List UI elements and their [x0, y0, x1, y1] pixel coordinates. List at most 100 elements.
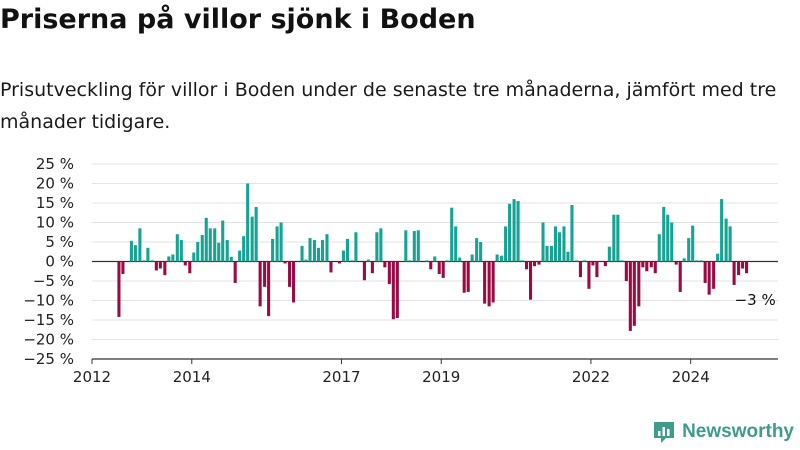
bar: [312, 240, 317, 262]
bar: [732, 261, 736, 285]
gridlines: [92, 163, 778, 340]
x-axis: 2012 2014 2017 2019 2022 2024: [73, 358, 778, 385]
bar: [670, 222, 674, 262]
y-tick-label: 0 %: [45, 253, 74, 271]
bar: [391, 261, 395, 320]
bar: [557, 232, 562, 262]
bar: [566, 251, 570, 262]
chart-title: Priserna på villor sjönk i Boden: [0, 4, 476, 35]
bar: [354, 232, 358, 262]
bar: [221, 220, 225, 262]
bar: [591, 261, 595, 266]
bar: [707, 261, 711, 295]
bar: [691, 225, 695, 262]
y-tick-label: −25 %: [23, 350, 74, 368]
y-tick-label: 10 %: [36, 214, 74, 232]
bar: [370, 261, 374, 274]
bar: [487, 261, 491, 307]
bar: [607, 246, 611, 262]
bar: [483, 261, 487, 304]
y-tick-label: 20 %: [36, 175, 74, 193]
bar: [450, 207, 454, 262]
bar: [341, 250, 345, 262]
bar: [250, 216, 254, 262]
bar: [532, 261, 537, 267]
bar: [682, 258, 686, 262]
bar: [724, 218, 728, 262]
bar: [350, 260, 354, 262]
bar: [229, 256, 233, 262]
bar: [720, 199, 724, 262]
bar: [217, 242, 221, 262]
bar: [308, 238, 312, 262]
bar: [545, 245, 549, 262]
bar: [246, 183, 250, 262]
x-tick-label: 2022: [572, 368, 610, 385]
bar: [200, 234, 204, 262]
bar: [441, 261, 445, 278]
bar: [337, 261, 341, 264]
y-tick-label: 5 %: [45, 233, 74, 251]
y-tick-label: −20 %: [23, 331, 74, 349]
bar: [512, 199, 516, 262]
bar: [491, 261, 495, 303]
bar: [316, 247, 321, 262]
bar: [662, 206, 666, 262]
bar: [728, 226, 732, 262]
bar: [549, 245, 554, 262]
bar: [379, 228, 383, 262]
bar: [300, 245, 304, 262]
bar: [479, 242, 483, 262]
bar: [454, 226, 458, 262]
bar: [712, 261, 716, 289]
bar: [416, 230, 420, 262]
bar: [574, 260, 578, 262]
bar: [258, 261, 262, 307]
bar: [475, 238, 479, 262]
bar: [375, 232, 379, 262]
bar: [703, 261, 707, 283]
bar: [404, 230, 408, 262]
bar: [163, 261, 167, 276]
bar: [242, 236, 246, 262]
bar: [292, 261, 296, 303]
bar: [678, 261, 682, 292]
chart-subtitle: Prisutveckling för villor i Boden under …: [0, 79, 777, 133]
bar: [470, 254, 474, 262]
y-axis: 25 % 20 %15 % 10 %5 % 0 %−5 % −10 %−15 % −20 …: [23, 155, 74, 368]
bar: [520, 260, 524, 262]
bar: [267, 261, 271, 317]
bar: [695, 260, 699, 262]
bar: [213, 228, 217, 262]
bar: [188, 261, 192, 274]
x-tick-label: 2024: [672, 368, 710, 385]
bar: [117, 261, 121, 317]
bar: [279, 222, 283, 262]
bar: [208, 228, 212, 262]
bar: [687, 238, 691, 262]
bar: [529, 261, 533, 300]
last-value-label: −3 %: [735, 291, 776, 309]
bar: [495, 254, 499, 262]
bar: [737, 261, 741, 276]
bar: [637, 261, 641, 307]
bar: [562, 226, 566, 262]
bar: [504, 226, 508, 262]
bar: [171, 254, 175, 262]
bar: [466, 261, 470, 292]
bar: [674, 261, 678, 265]
bar: [154, 261, 158, 271]
bar: [578, 261, 582, 278]
bar: [525, 261, 529, 270]
bar: [641, 261, 645, 268]
bar: [254, 206, 258, 262]
newsworthy-logo-icon: [654, 422, 675, 443]
y-tick-label: 25 %: [36, 155, 74, 173]
bar: [412, 231, 416, 262]
bar: [716, 253, 720, 262]
annotations: −3 %: [735, 291, 776, 309]
bar: [645, 261, 649, 272]
bar: [320, 240, 325, 262]
bar: [462, 261, 466, 293]
bar: [500, 255, 504, 262]
